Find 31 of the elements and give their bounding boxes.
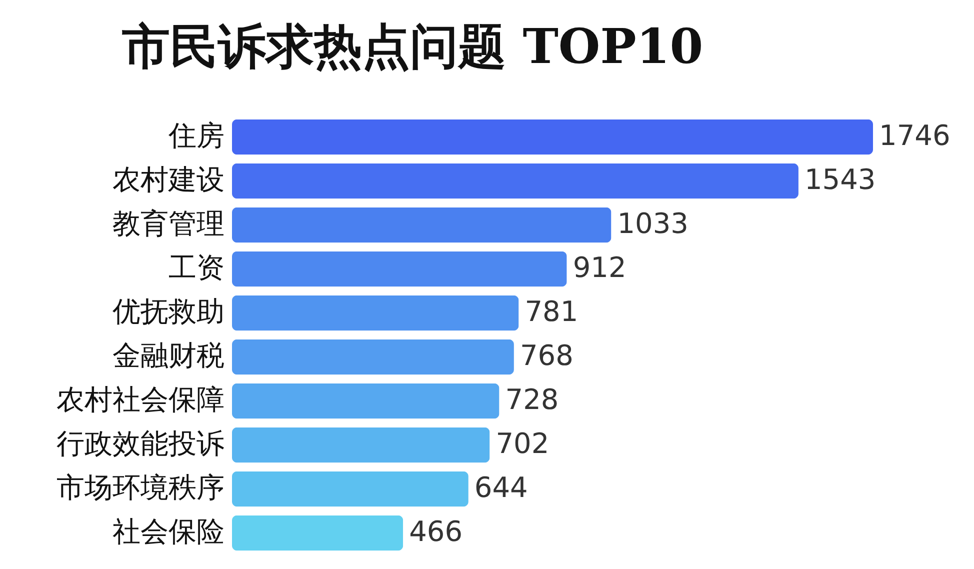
bar bbox=[232, 427, 490, 463]
data-label: 644 bbox=[474, 471, 528, 504]
chart-title: 市民诉求热点问题 TOP10 bbox=[121, 19, 704, 75]
bar bbox=[232, 515, 404, 551]
bar bbox=[232, 295, 519, 331]
data-label: 781 bbox=[524, 295, 578, 328]
y-tick-label: 农村社会保障 bbox=[56, 383, 224, 416]
data-label: 728 bbox=[505, 383, 559, 416]
data-label: 1033 bbox=[617, 207, 689, 240]
bar bbox=[232, 163, 798, 199]
bar bbox=[232, 339, 514, 375]
y-tick-label: 农村建设 bbox=[112, 163, 224, 196]
y-tick-label: 住房 bbox=[168, 119, 224, 152]
data-label: 1746 bbox=[879, 119, 950, 152]
bar bbox=[232, 471, 468, 507]
y-tick-label: 市场环境秩序 bbox=[56, 471, 224, 504]
bar bbox=[232, 119, 873, 155]
data-label: 466 bbox=[409, 515, 463, 548]
data-label: 768 bbox=[520, 339, 574, 372]
y-tick-label: 教育管理 bbox=[112, 207, 224, 240]
bar bbox=[232, 383, 500, 419]
bar bbox=[232, 207, 612, 243]
y-tick-label: 金融财税 bbox=[112, 339, 224, 372]
data-label: 1543 bbox=[804, 163, 876, 196]
data-label: 702 bbox=[496, 427, 550, 460]
y-tick-label: 优抚救助 bbox=[112, 295, 224, 328]
data-label: 912 bbox=[572, 251, 626, 284]
bar bbox=[232, 251, 567, 287]
y-tick-label: 工资 bbox=[168, 251, 224, 284]
y-tick-label: 社会保险 bbox=[112, 515, 224, 548]
y-tick-label: 行政效能投诉 bbox=[56, 427, 224, 460]
